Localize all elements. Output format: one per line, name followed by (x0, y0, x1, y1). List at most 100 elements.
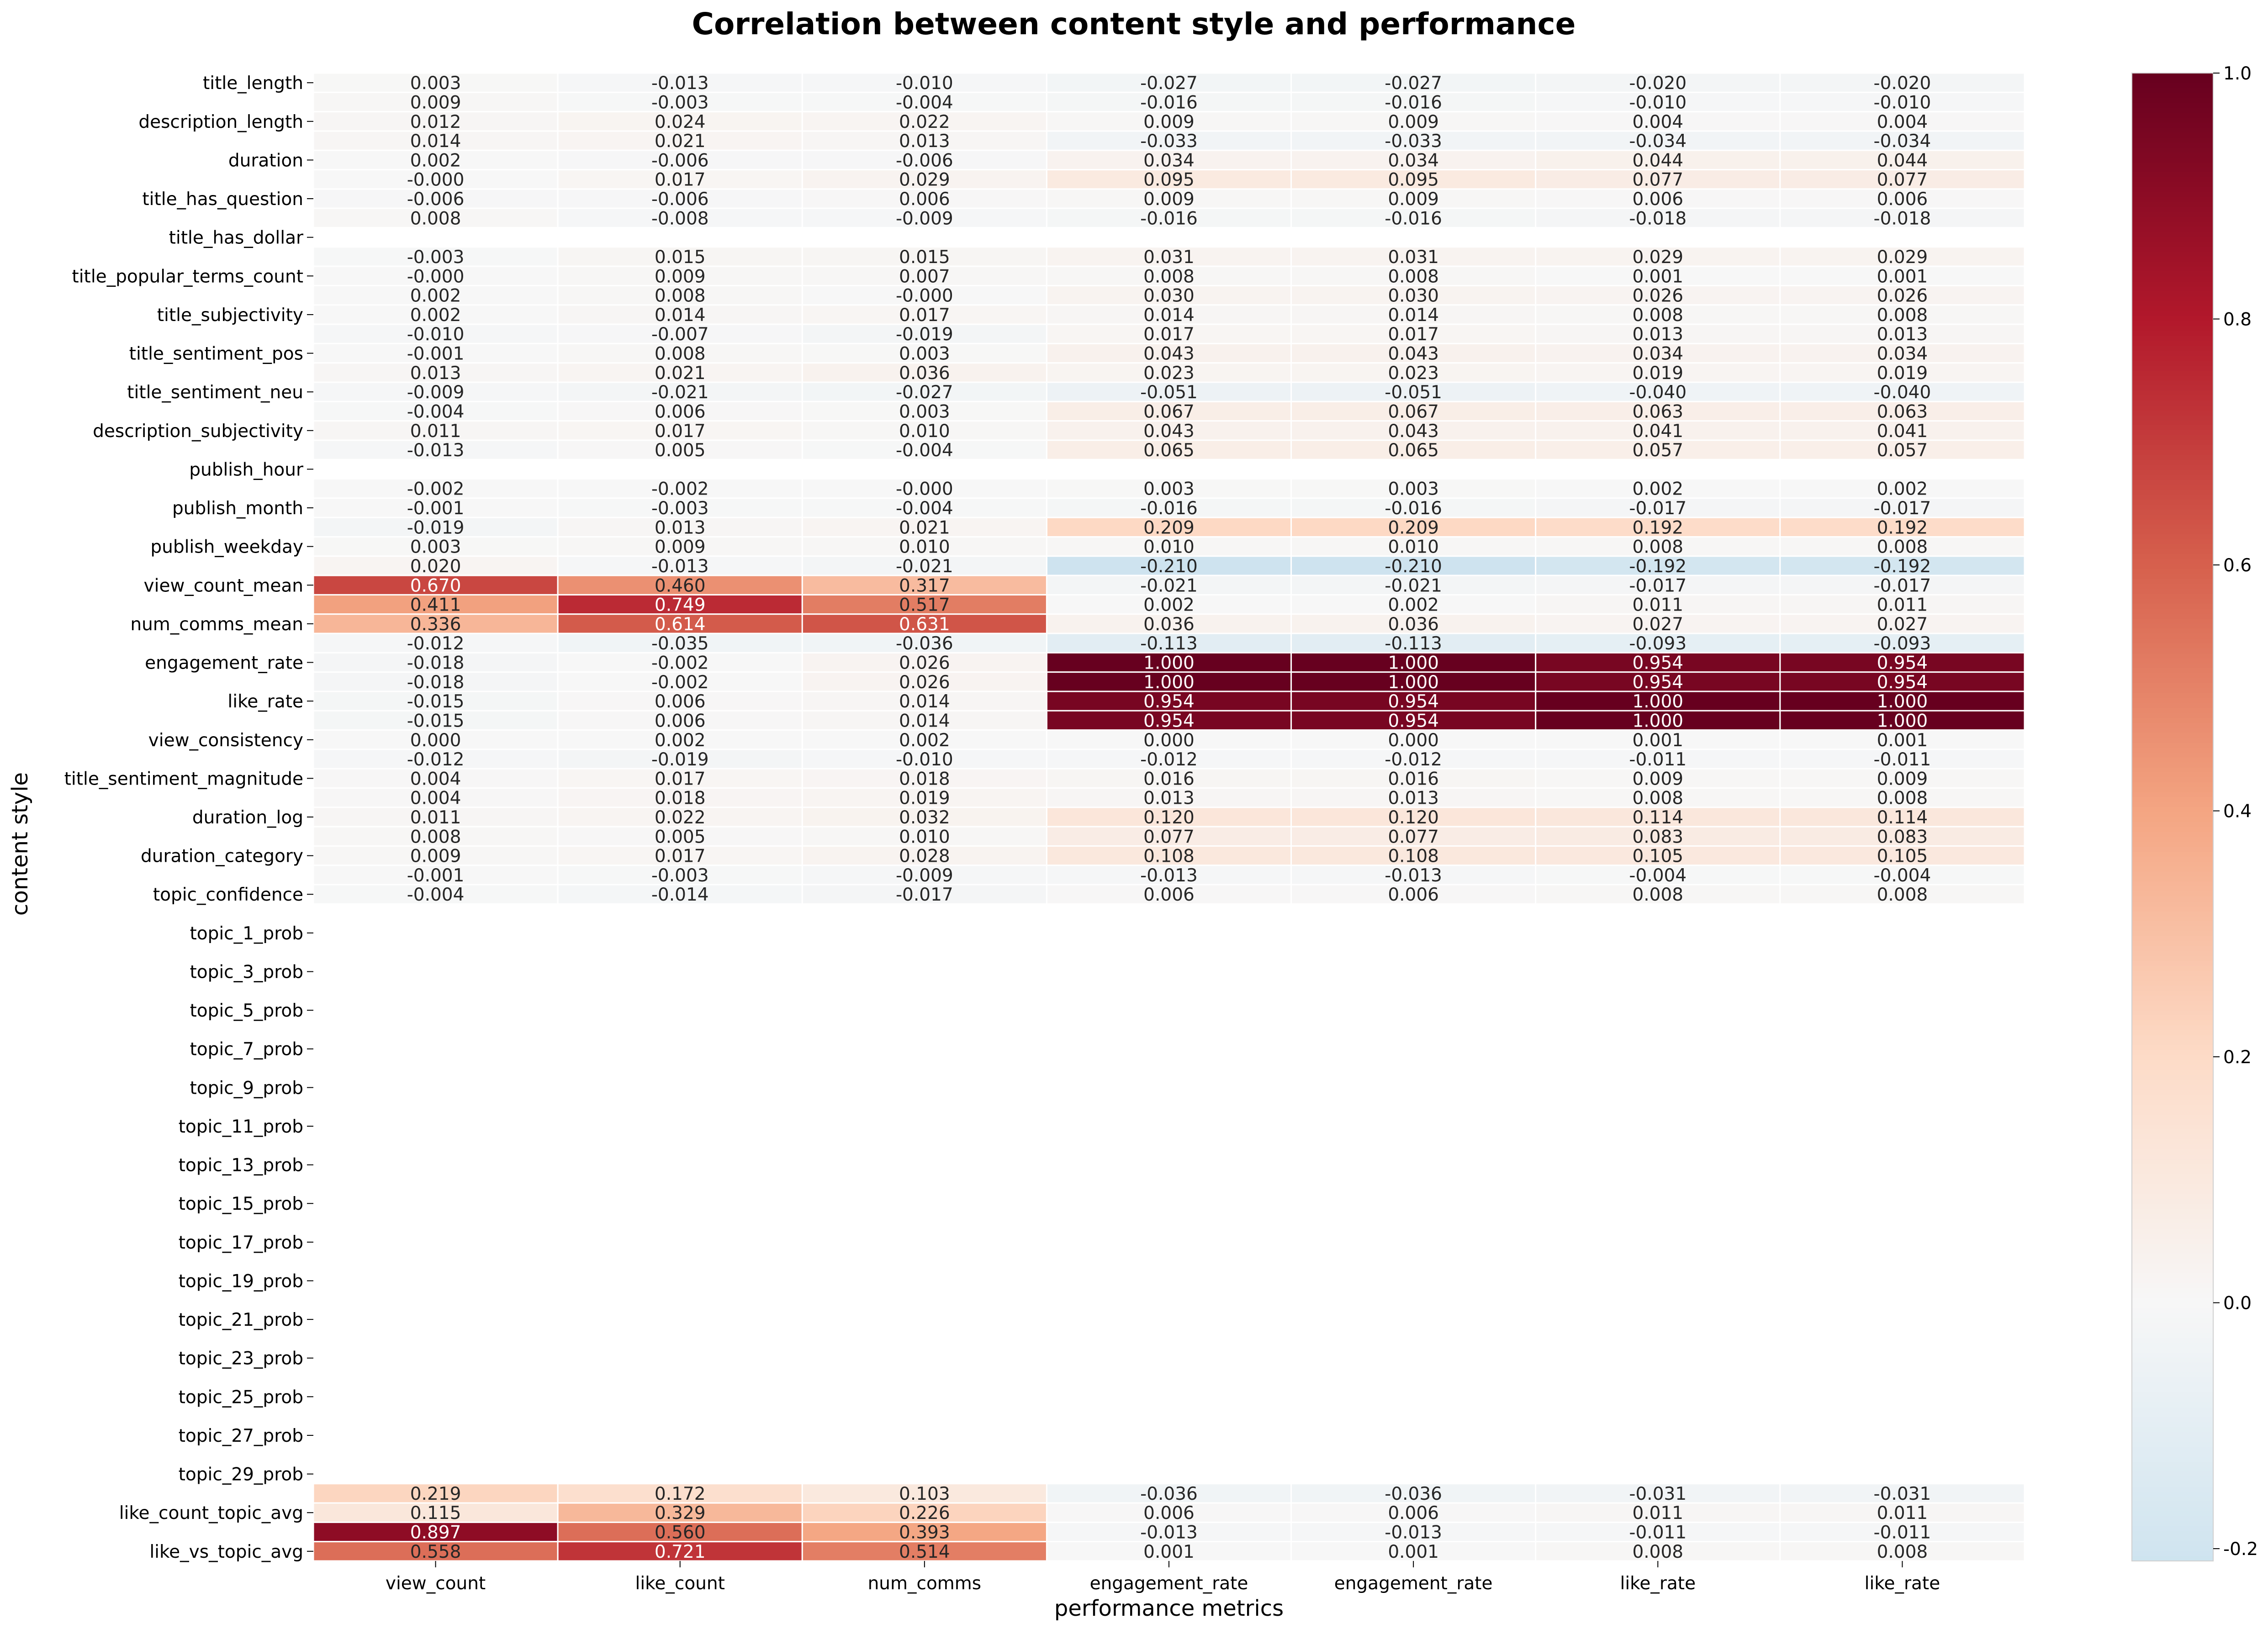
cell-value-label: -0.011 (1629, 749, 1686, 770)
colorbar-segment (2132, 1020, 2213, 1026)
cell-value-label: -0.013 (1385, 865, 1442, 886)
y-tick-label: title_length (203, 73, 303, 94)
colorbar-segment (2132, 1348, 2213, 1353)
colorbar-segment (2132, 956, 2213, 961)
cell-value-label: 0.009 (1388, 112, 1439, 132)
cell-value-label: 0.002 (410, 286, 461, 306)
colorbar-segment (2132, 906, 2213, 912)
cell-value-label: 0.001 (1877, 266, 1928, 287)
y-tick-label: topic_15_prob (179, 1194, 303, 1214)
colorbar-segment (2132, 1362, 2213, 1368)
cell-value-label: 0.005 (655, 827, 706, 847)
cell-value-label: 0.954 (1388, 711, 1439, 731)
x-axis-label: performance metrics (1054, 1596, 1284, 1621)
cell-value-label: 0.013 (1143, 788, 1195, 809)
cell-value-label: 0.558 (410, 1542, 461, 1562)
cell-value-label: 0.006 (899, 189, 950, 210)
cell-value-label: 0.011 (1632, 595, 1683, 616)
cell-value-label: 0.026 (899, 653, 950, 674)
colorbar-segment (2132, 167, 2213, 173)
cell-value-label: 0.029 (1877, 247, 1928, 268)
cell-value-label: -0.034 (1874, 131, 1931, 152)
cell-value-label: -0.019 (896, 324, 953, 345)
cell-value-label: 0.023 (1143, 363, 1195, 384)
colorbar-segment (2132, 1491, 2213, 1497)
x-tick-label: like_rate (1620, 1573, 1696, 1594)
cell-value-label: -0.031 (1874, 1484, 1931, 1504)
colorbar-segment (2132, 341, 2213, 347)
colorbar-segment (2132, 1070, 2213, 1075)
cell-value-label: -0.012 (407, 749, 465, 770)
y-tick-label: topic_13_prob (179, 1155, 303, 1176)
cell-value-label: 0.001 (1632, 266, 1683, 287)
heatmap-cell (557, 1502, 803, 1523)
heatmap-cell (557, 285, 803, 306)
heatmap-cell (1046, 710, 1292, 731)
colorbar-segment (2132, 1521, 2213, 1527)
colorbar-segment (2132, 995, 2213, 1001)
cell-value-label: 0.011 (1877, 595, 1928, 616)
colorbar-segment (2132, 157, 2213, 163)
colorbar-segment (2132, 286, 2213, 292)
cell-value-label: 0.514 (899, 1542, 950, 1562)
colorbar-segment (2132, 455, 2213, 461)
colorbar-segment (2132, 1218, 2213, 1224)
cell-value-label: -0.009 (407, 382, 465, 403)
colorbar-segment (2132, 1228, 2213, 1234)
heatmap-cell (312, 169, 559, 190)
cell-value-label: 0.031 (1143, 247, 1195, 268)
cell-value-label: 0.114 (1877, 807, 1928, 828)
cell-value-label: 0.063 (1877, 401, 1928, 422)
colorbar-segment (2132, 832, 2213, 838)
colorbar-segment (2132, 1080, 2213, 1086)
colorbar-segment (2132, 88, 2213, 94)
cell-value-label: -0.008 (651, 208, 709, 229)
cell-value-label: -0.033 (1385, 131, 1442, 152)
colorbar-segment (2132, 965, 2213, 971)
cell-value-label: 0.393 (899, 1523, 950, 1543)
cell-value-label: 0.008 (1632, 788, 1683, 809)
colorbar-segment (2132, 708, 2213, 713)
heatmap-cell (1779, 884, 2025, 905)
colorbar-segment (2132, 142, 2213, 148)
cell-value-label: -0.003 (651, 865, 709, 886)
cell-value-label: 0.036 (1143, 614, 1195, 635)
cell-value-label: -0.036 (1140, 1484, 1198, 1504)
colorbar-segment (2132, 767, 2213, 773)
cell-value-label: 0.670 (410, 575, 461, 596)
heatmap-cell (1779, 304, 2025, 325)
cell-value-label: 0.063 (1632, 401, 1683, 422)
colorbar-segment (2132, 321, 2213, 327)
colorbar-segment (2132, 1273, 2213, 1279)
cell-value-label: -0.017 (1874, 498, 1931, 519)
colorbar-segment (2132, 1065, 2213, 1070)
colorbar-segment (2132, 852, 2213, 857)
heatmap-cell (1046, 362, 1292, 383)
heatmap-cell (1046, 343, 1292, 364)
cell-value-label: 0.020 (410, 556, 461, 577)
heatmap-cell (1779, 633, 2025, 654)
heatmap-cell (801, 671, 1047, 692)
colorbar-segment (2132, 450, 2213, 456)
cell-value-label: 0.003 (1143, 479, 1195, 500)
heatmap-cell (312, 787, 559, 808)
cell-value-label: 0.023 (1388, 363, 1439, 384)
colorbar-segment (2132, 559, 2213, 565)
colorbar-segment (2132, 861, 2213, 867)
heatmap-cell (1779, 1502, 2025, 1523)
heatmap-cell (1046, 1502, 1292, 1523)
heatmap-cell (801, 420, 1047, 441)
colorbar-segment (2132, 1134, 2213, 1140)
heatmap-cell (1290, 884, 1537, 905)
cell-value-label: -0.015 (407, 691, 465, 712)
heatmap-cell (1535, 633, 1781, 654)
colorbar-segment (2132, 316, 2213, 322)
colorbar-segment (2132, 921, 2213, 927)
cell-value-label: 0.008 (1143, 266, 1195, 287)
colorbar-segment (2132, 643, 2213, 649)
colorbar-segment (2132, 1005, 2213, 1011)
cell-value-label: -0.010 (896, 749, 953, 770)
colorbar-segment (2132, 212, 2213, 217)
heatmap-cell (801, 323, 1047, 344)
cell-value-label: -0.000 (896, 479, 953, 500)
